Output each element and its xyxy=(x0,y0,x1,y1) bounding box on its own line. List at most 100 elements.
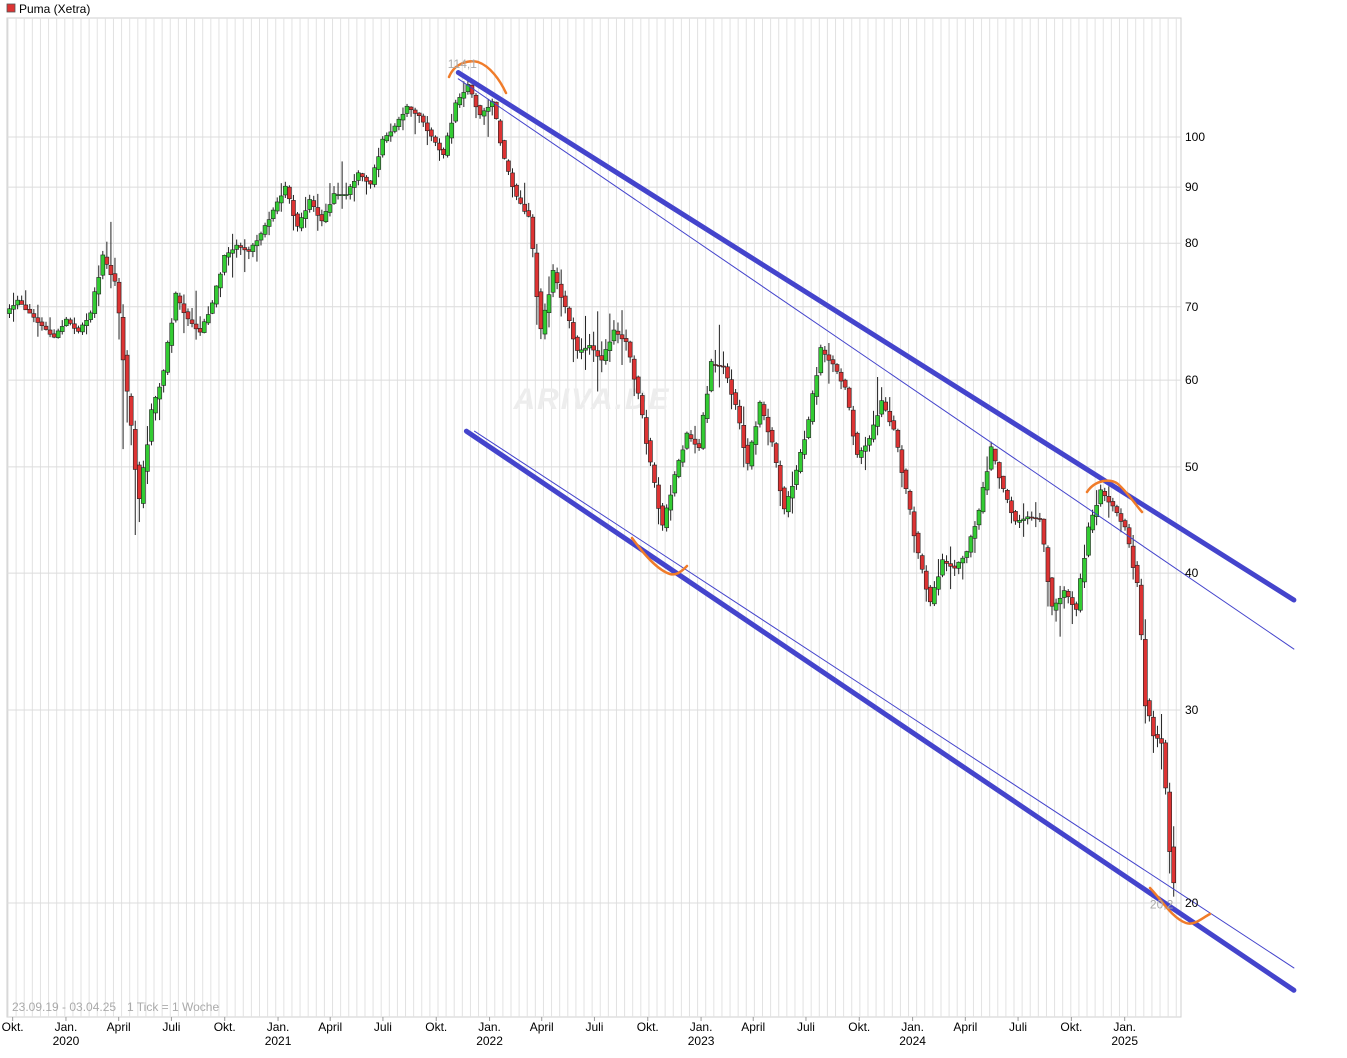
candle-down xyxy=(992,448,998,462)
candle-up xyxy=(59,326,65,332)
candle-up xyxy=(664,507,669,529)
x-tick-label: April xyxy=(107,1020,131,1034)
candle-up xyxy=(932,587,937,605)
candle-down xyxy=(128,395,134,426)
candle-down xyxy=(891,420,897,430)
candle-down xyxy=(729,379,734,395)
candle-up xyxy=(676,460,682,477)
candle-down xyxy=(68,319,73,324)
candle-down xyxy=(903,469,909,490)
candle-down xyxy=(1041,518,1047,545)
candle-down xyxy=(51,333,57,338)
candle-up xyxy=(201,321,207,333)
candle-down xyxy=(238,245,244,248)
candle-down xyxy=(1134,564,1140,584)
candle-down xyxy=(834,364,840,372)
candle-down xyxy=(23,304,29,311)
candle-down xyxy=(498,120,503,144)
candle-down xyxy=(408,106,414,110)
candle-down xyxy=(996,462,1002,479)
x-tick-label: Okt. xyxy=(848,1020,870,1034)
candle-down xyxy=(246,249,252,252)
candle-up xyxy=(984,471,990,491)
candle-up xyxy=(786,496,791,513)
candle-up xyxy=(968,536,974,553)
candle-down xyxy=(830,359,836,365)
pivot-marker xyxy=(1085,479,1144,514)
candle-up xyxy=(603,349,609,361)
candle-down xyxy=(855,432,860,455)
candle-down xyxy=(287,186,292,200)
candle-up xyxy=(550,270,556,293)
candle-down xyxy=(660,505,665,526)
candle-up xyxy=(153,397,158,414)
candle-down xyxy=(627,341,633,358)
legend-swatch xyxy=(6,3,16,13)
candle-down xyxy=(554,272,560,284)
candle-up xyxy=(481,110,487,117)
x-tick-label: April xyxy=(318,1020,342,1034)
candle-down xyxy=(437,142,442,151)
candle-up xyxy=(347,186,353,195)
candle-up xyxy=(790,485,795,499)
candle-down xyxy=(644,417,649,444)
x-tick-label: Jan. xyxy=(478,1020,501,1034)
candle-down xyxy=(189,319,195,324)
candle-down xyxy=(652,464,657,483)
candle-up xyxy=(818,347,824,374)
candle-down xyxy=(761,404,767,416)
candle-down xyxy=(112,273,118,282)
candle-down xyxy=(648,440,653,463)
candle-down xyxy=(510,172,515,188)
candle-up xyxy=(798,452,803,472)
candle-up xyxy=(222,255,227,273)
candle-down xyxy=(1159,738,1164,744)
candle-up xyxy=(96,277,102,295)
candle-up xyxy=(11,305,16,310)
candle-up xyxy=(141,467,146,504)
candle-up xyxy=(708,361,714,392)
candle-up xyxy=(583,347,588,351)
low-annotation-label: 20,2 xyxy=(1150,897,1174,911)
x-year-label: 2022 xyxy=(476,1034,503,1048)
candle-down xyxy=(137,464,142,500)
candle-down xyxy=(315,207,321,216)
candle-down xyxy=(526,210,532,217)
candle-down xyxy=(899,449,905,473)
high-annotation-label: 114,1 xyxy=(448,57,477,71)
candle-down xyxy=(1110,501,1116,507)
candle-down xyxy=(696,443,702,448)
candle-down xyxy=(635,376,641,394)
candle-up xyxy=(449,122,454,139)
candle-down xyxy=(923,570,929,590)
x-tick-label: Juli xyxy=(162,1020,180,1034)
candle-down xyxy=(745,444,751,464)
x-year-label: 2024 xyxy=(899,1034,926,1048)
candle-up xyxy=(392,125,398,132)
x-tick-label: Okt. xyxy=(425,1020,447,1034)
candle-up xyxy=(303,210,308,219)
candle-down xyxy=(120,316,126,361)
candle-up xyxy=(988,446,994,470)
candle-down xyxy=(181,303,187,314)
candle-down xyxy=(534,252,540,297)
grid-layer xyxy=(6,17,1182,1018)
candle-down xyxy=(477,105,483,116)
candle-down xyxy=(27,308,33,314)
x-year-label: 2020 xyxy=(53,1034,80,1048)
candle-up xyxy=(587,345,592,349)
y-tick-label: 80 xyxy=(1185,236,1199,250)
candle-down xyxy=(185,311,191,320)
candle-up xyxy=(1061,590,1067,598)
candle-up xyxy=(1025,516,1030,520)
candle-down xyxy=(656,484,661,509)
pivot-marker xyxy=(630,536,689,576)
x-tick-label: April xyxy=(953,1020,977,1034)
candle-down xyxy=(911,511,917,537)
candle-down xyxy=(108,265,114,276)
candle-down xyxy=(104,256,110,265)
candle-layer xyxy=(7,80,1177,897)
candle-up xyxy=(1090,514,1095,531)
candle-up xyxy=(1082,558,1087,583)
